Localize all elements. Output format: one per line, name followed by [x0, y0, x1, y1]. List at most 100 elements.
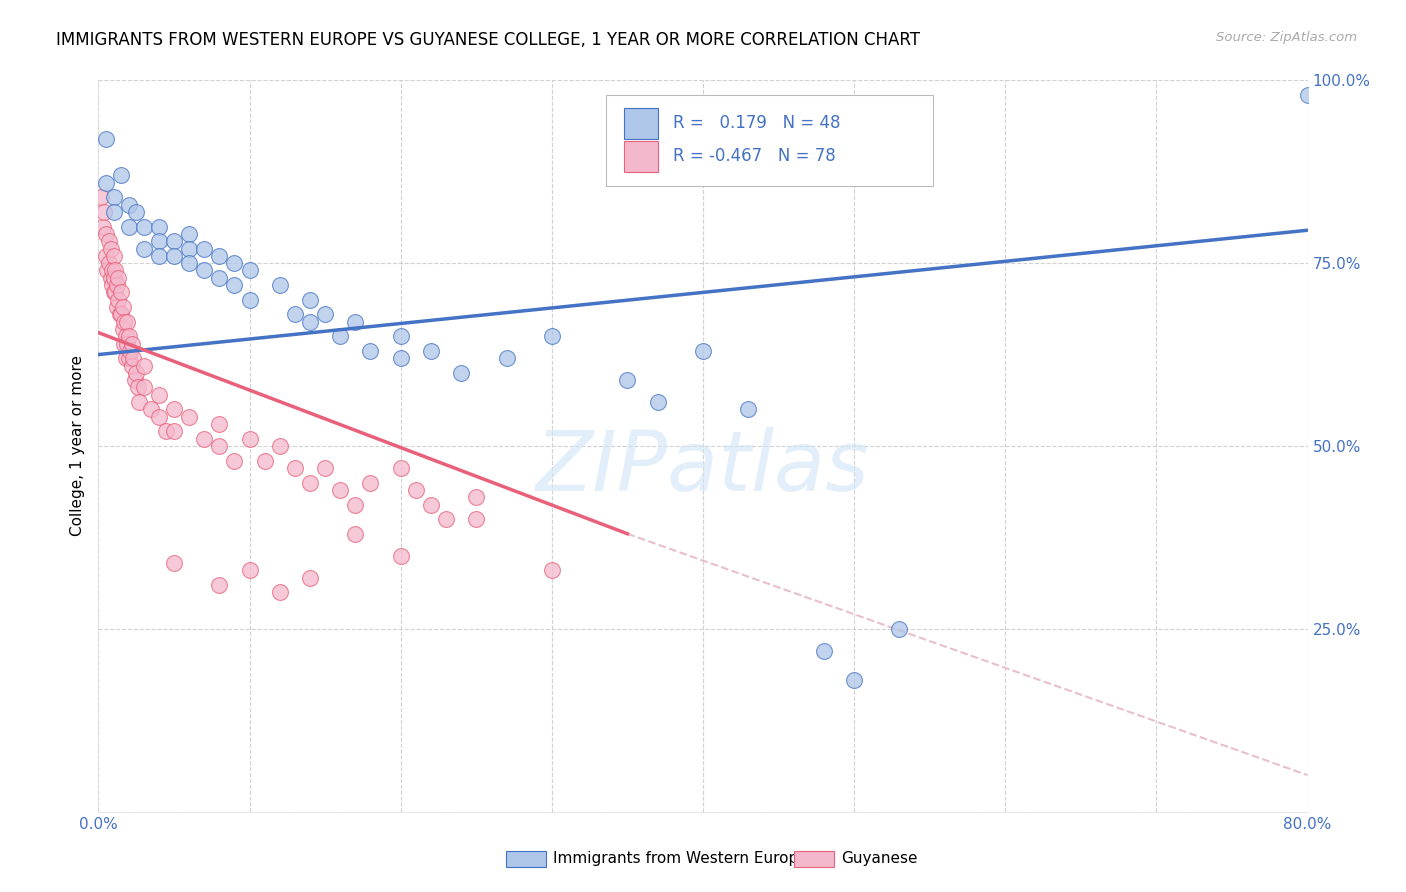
Point — [125, 205, 148, 219]
Point — [389, 549, 412, 563]
Point — [163, 249, 186, 263]
Point — [115, 336, 138, 351]
Point — [148, 219, 170, 234]
Point — [269, 278, 291, 293]
Point — [179, 256, 201, 270]
Point — [111, 300, 134, 314]
Point — [1296, 87, 1319, 102]
Point — [103, 285, 125, 300]
Point — [253, 453, 276, 467]
Point — [344, 498, 367, 512]
FancyBboxPatch shape — [624, 108, 658, 139]
Point — [284, 461, 307, 475]
Point — [450, 366, 472, 380]
Point — [148, 409, 170, 424]
Point — [737, 402, 759, 417]
Point — [94, 132, 117, 146]
Point — [94, 249, 117, 263]
Point — [239, 563, 262, 577]
Point — [108, 307, 131, 321]
Point — [299, 315, 322, 329]
Point — [124, 373, 146, 387]
Point — [647, 395, 669, 409]
Point — [299, 571, 322, 585]
Point — [360, 343, 382, 358]
Point — [90, 190, 112, 204]
Point — [193, 242, 215, 256]
Point — [155, 425, 177, 439]
Point — [112, 315, 135, 329]
Point — [844, 673, 866, 687]
Point — [104, 285, 127, 300]
Point — [105, 300, 128, 314]
Point — [344, 315, 367, 329]
Point — [163, 234, 186, 248]
Point — [208, 417, 231, 431]
Point — [104, 263, 127, 277]
Point — [224, 256, 246, 270]
Point — [179, 227, 201, 241]
Point — [132, 219, 155, 234]
Point — [103, 190, 125, 204]
Point — [208, 439, 231, 453]
Point — [94, 227, 117, 241]
Point — [110, 285, 132, 300]
Text: R =   0.179   N = 48: R = 0.179 N = 48 — [673, 114, 841, 132]
Point — [111, 322, 134, 336]
Point — [224, 278, 246, 293]
Point — [540, 329, 562, 343]
Point — [314, 461, 336, 475]
Point — [107, 293, 129, 307]
Point — [128, 395, 150, 409]
Point — [148, 388, 170, 402]
Point — [329, 483, 352, 497]
Point — [239, 293, 262, 307]
Point — [389, 329, 412, 343]
Point — [100, 242, 122, 256]
Point — [889, 622, 911, 636]
Point — [179, 242, 201, 256]
Point — [103, 249, 125, 263]
Point — [616, 373, 638, 387]
Point — [132, 380, 155, 394]
Text: Source: ZipAtlas.com: Source: ZipAtlas.com — [1216, 31, 1357, 45]
Point — [208, 578, 231, 592]
Point — [389, 351, 412, 366]
Point — [115, 315, 138, 329]
Point — [465, 512, 488, 526]
Point — [110, 307, 132, 321]
Point — [103, 270, 125, 285]
Text: R = -0.467   N = 78: R = -0.467 N = 78 — [673, 147, 835, 165]
Point — [269, 585, 291, 599]
Point — [344, 526, 367, 541]
Point — [125, 366, 148, 380]
Point — [163, 402, 186, 417]
Point — [107, 270, 129, 285]
Point — [299, 293, 322, 307]
Point — [121, 336, 143, 351]
FancyBboxPatch shape — [606, 95, 932, 186]
Point — [118, 219, 141, 234]
Point — [110, 169, 132, 183]
Point — [101, 263, 124, 277]
Point — [360, 475, 382, 490]
Text: Guyanese: Guyanese — [841, 852, 917, 866]
Point — [114, 351, 136, 366]
Point — [193, 263, 215, 277]
Point — [127, 380, 149, 394]
Point — [98, 234, 121, 248]
Y-axis label: College, 1 year or more: College, 1 year or more — [69, 356, 84, 536]
Point — [389, 461, 412, 475]
Point — [120, 343, 142, 358]
Text: IMMIGRANTS FROM WESTERN EUROPE VS GUYANESE COLLEGE, 1 YEAR OR MORE CORRELATION C: IMMIGRANTS FROM WESTERN EUROPE VS GUYANE… — [56, 31, 921, 49]
Point — [103, 205, 125, 219]
Point — [118, 197, 141, 211]
Point — [329, 329, 352, 343]
Point — [239, 432, 262, 446]
Point — [141, 402, 163, 417]
Point — [284, 307, 307, 321]
Point — [98, 256, 121, 270]
Point — [434, 512, 457, 526]
Point — [540, 563, 562, 577]
Point — [93, 205, 115, 219]
